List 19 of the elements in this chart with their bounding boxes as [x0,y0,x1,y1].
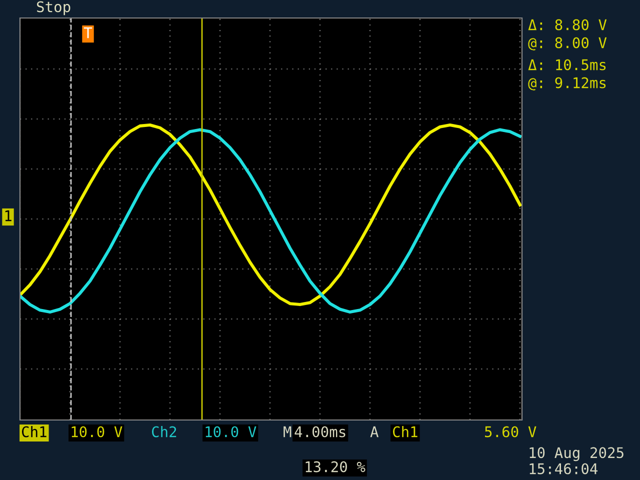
text: 10.0 V [72,426,122,438]
text: Ch2 [152,426,176,438]
text: 1 [5,210,12,222]
text: Ch1 [22,426,46,438]
text: 10 Aug 2025 [530,447,624,462]
text: @: 9.12ms [528,77,606,90]
text: M [284,426,292,438]
text: Stop [36,1,70,16]
text: 15:46:04 [530,463,598,474]
text: Δ: 10.5ms [528,59,606,70]
text: 4.00ms [294,426,346,438]
text: 10.0 V [206,426,256,438]
text: Δ: 8.80 V [528,19,607,30]
text: T [84,27,92,38]
text: 5.60 V [485,426,536,438]
text: Ch1 [392,426,418,438]
text: 13.20 % [306,461,366,472]
text: A [370,426,379,438]
text: @: 8.00 V [528,37,607,50]
